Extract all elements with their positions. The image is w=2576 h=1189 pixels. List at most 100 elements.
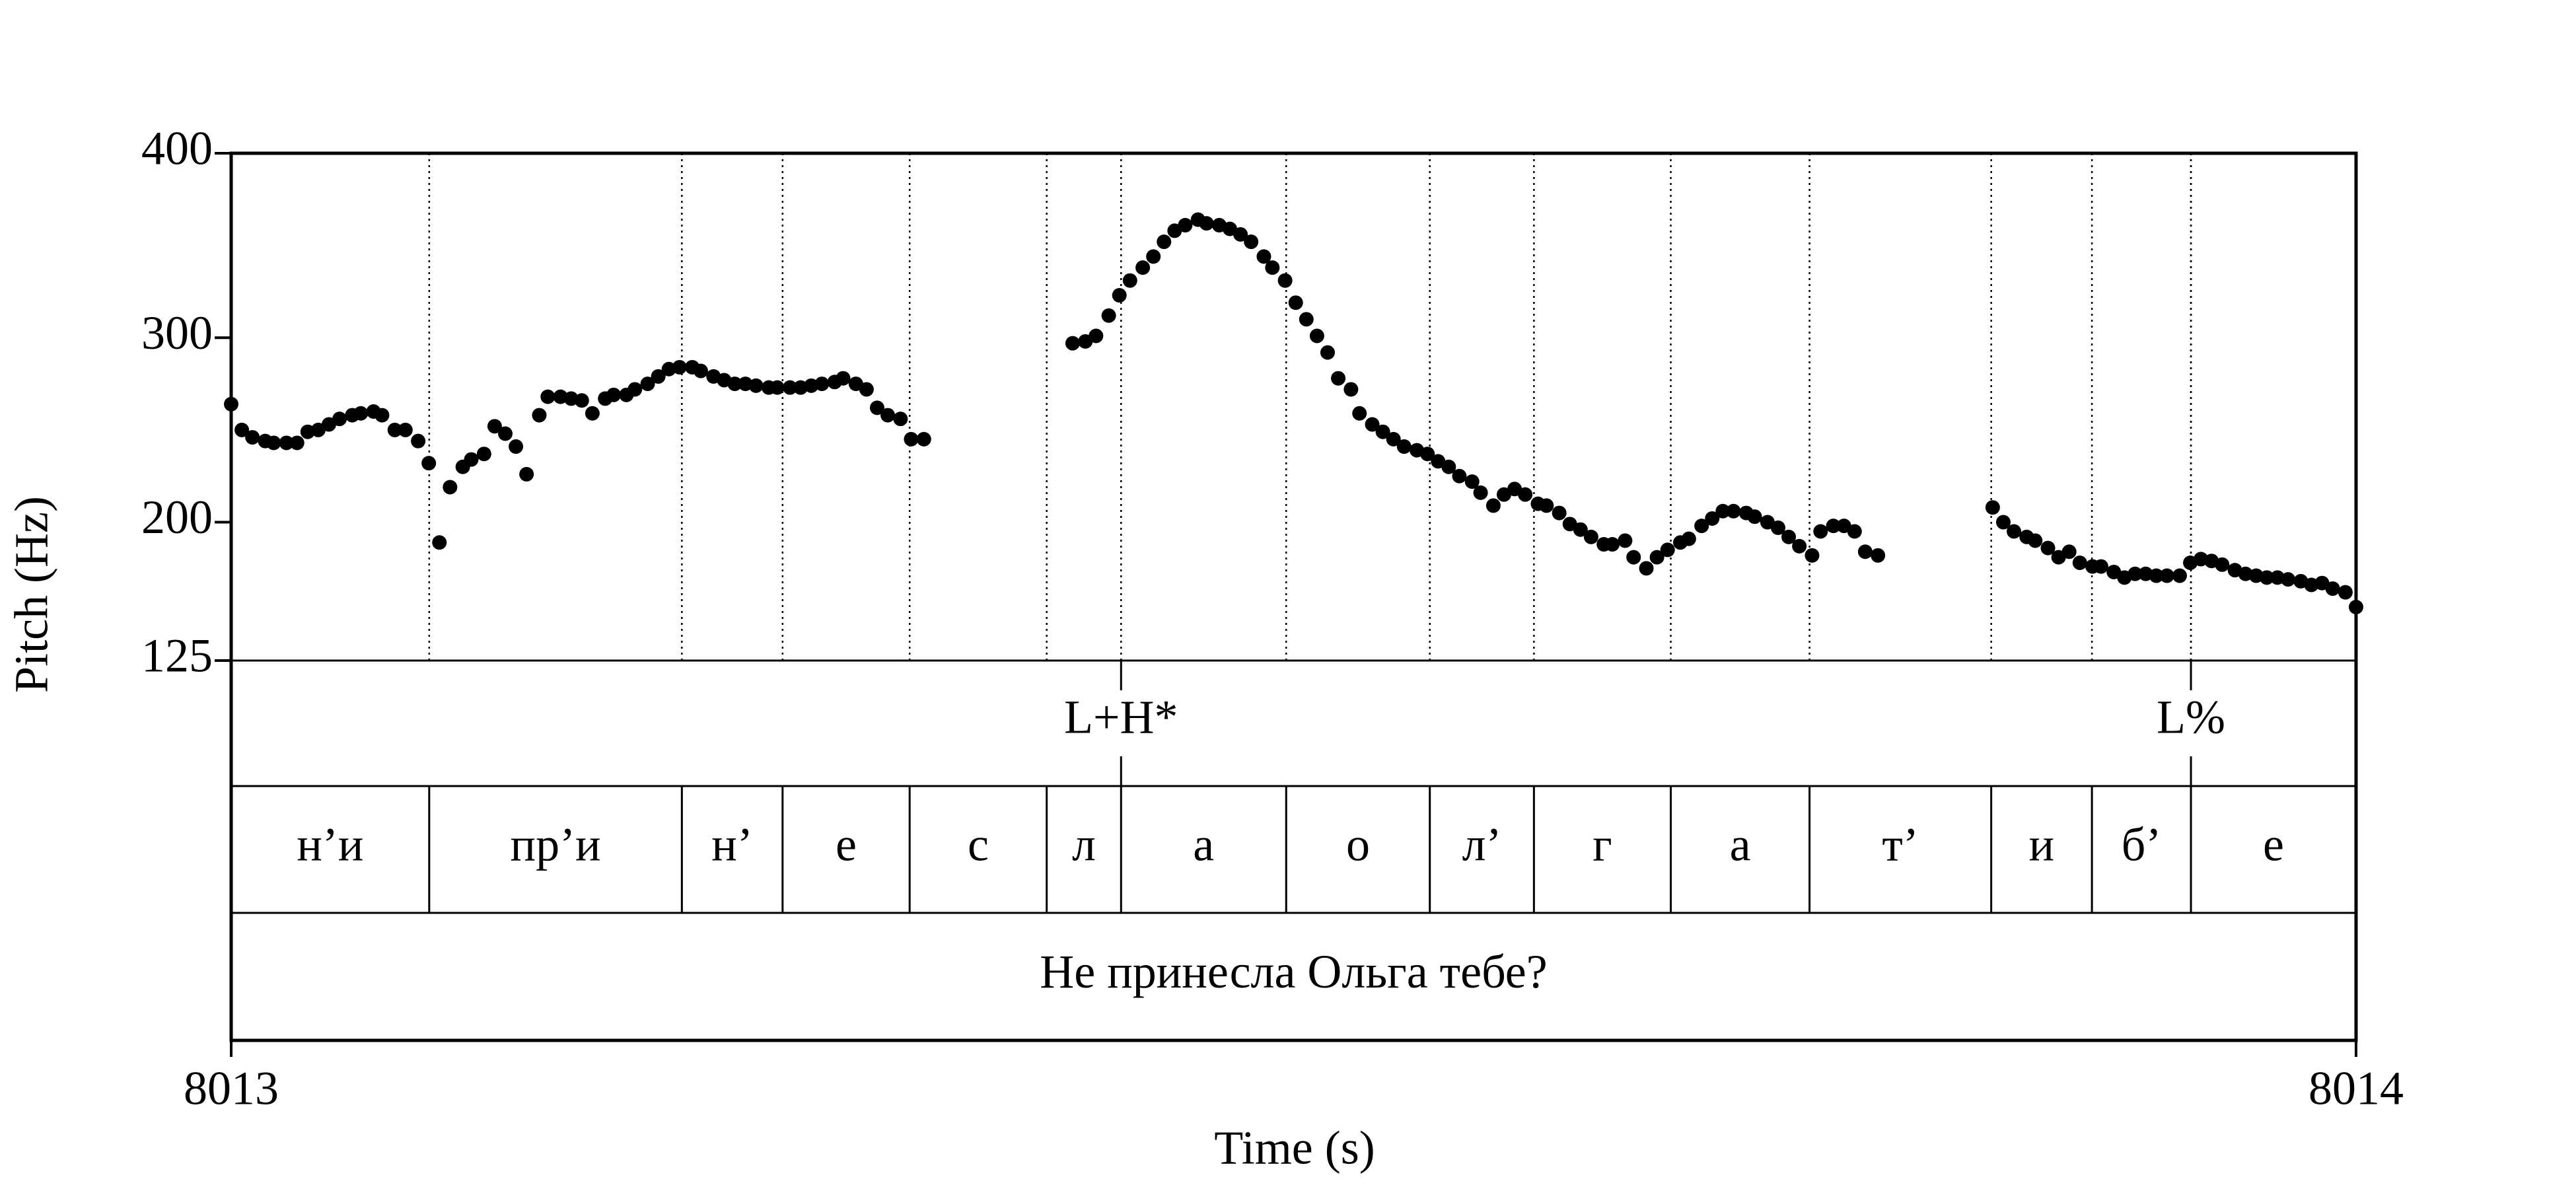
pitch-point (727, 377, 742, 392)
pitch-point (1826, 519, 1841, 534)
pitch-point (1792, 538, 1807, 554)
pitch-point (2215, 557, 2230, 572)
pitch-point (375, 408, 390, 423)
pitch-point (1726, 503, 1741, 519)
pitch-point (1573, 522, 1588, 537)
y-tick-label: 125 (141, 630, 213, 682)
pitch-point (1277, 273, 1293, 288)
pitch-point (1146, 249, 1161, 264)
pitch-point (487, 419, 502, 434)
pitch-point (1639, 561, 1654, 576)
pitch-point (1122, 273, 1137, 288)
pitch-point (2061, 544, 2077, 559)
y-tick-label: 300 (141, 306, 213, 359)
pitch-point (1681, 531, 1696, 546)
segment-label: о (1346, 818, 1370, 871)
pitch-point (509, 439, 524, 454)
x-tick-label: 8014 (2308, 1062, 2404, 1115)
segment-label: г (1592, 818, 1612, 871)
segment-label: и (2029, 818, 2055, 871)
pitch-point (387, 422, 402, 437)
pitch-point (2325, 581, 2340, 596)
x-axis-label: Time (s) (1214, 1122, 1375, 1174)
pitch-point (1299, 312, 1314, 327)
segment-label: н’и (297, 818, 363, 871)
pitch-point (1649, 550, 1664, 565)
pitch-point (1518, 487, 1533, 502)
pitch-point (574, 393, 589, 408)
segment-label: б’ (2122, 818, 2162, 871)
pitch-point (1352, 406, 1367, 421)
y-axis-label: Pitch (Hz) (5, 496, 58, 693)
pitch-point (606, 387, 622, 402)
pitch-point (893, 412, 908, 427)
pitch-point (1288, 295, 1303, 310)
y-tick-label: 200 (141, 491, 213, 544)
pitch-point (1101, 308, 1116, 323)
segment-label: н’ (711, 818, 753, 871)
pitch-point (2028, 533, 2043, 548)
pitch-point (2007, 524, 2022, 539)
pitch-point (880, 408, 896, 423)
pitch-point (627, 382, 643, 397)
pitch-point (2072, 555, 2087, 570)
pitch-point (1112, 288, 1127, 303)
segment-label: а (1730, 818, 1751, 871)
pitch-point (2159, 568, 2174, 583)
pitch-point (497, 426, 513, 441)
pitch-point (1747, 509, 1762, 524)
pitch-point (2281, 572, 2296, 587)
pitch-point (1694, 519, 1709, 534)
segment-label: е (2263, 818, 2284, 871)
pitch-point (234, 422, 250, 437)
pitch-point (1770, 520, 1785, 535)
segment-label: пр’и (511, 818, 601, 871)
pitch-point (836, 371, 851, 386)
pitch-point (1233, 227, 1248, 242)
segment-label: л’ (1462, 818, 1502, 871)
pitch-point (1995, 515, 2011, 530)
pitch-point (245, 430, 260, 445)
pitch-point (1660, 542, 1675, 558)
pitch-point (411, 433, 426, 449)
segment-label: л (1072, 818, 1096, 871)
pitch-point (585, 406, 600, 421)
text-tier-label: Не принесла Ольга тебе? (1040, 945, 1547, 998)
pitch-point (1309, 328, 1324, 343)
pitch-point (904, 431, 919, 447)
pitch-point (2338, 585, 2353, 600)
pitch-point (916, 431, 931, 447)
pitch-point (1386, 431, 1401, 447)
pitch-point (1199, 216, 1214, 231)
pitch-point (693, 363, 708, 378)
pitch-point (1135, 260, 1151, 275)
pitch-point (1618, 533, 1633, 548)
pitch-point (1256, 249, 1271, 264)
pitch-point (421, 456, 437, 471)
pitch-point (432, 535, 447, 550)
pitch-point (1464, 474, 1480, 489)
pitch-point (1985, 500, 2000, 515)
pitch-point (266, 435, 281, 450)
segment-label: с (968, 818, 989, 871)
pitch-point (1452, 468, 1467, 484)
pitch-point (1441, 459, 1456, 474)
pitch-point (1396, 439, 1412, 454)
pitch-point (1847, 524, 1862, 539)
y-tick-label: 400 (141, 122, 213, 175)
pitch-point (2149, 568, 2164, 583)
pitch-point (783, 380, 798, 395)
segment-label: т’ (1882, 818, 1918, 871)
pitch-point (1365, 417, 1380, 432)
pitch-point (289, 435, 304, 450)
pitch-point (1473, 485, 1488, 500)
pitch-point (1343, 382, 1359, 397)
pitch-point (279, 435, 294, 450)
pitch-point (672, 359, 687, 375)
pitch-point (651, 369, 666, 384)
pitch-point (1157, 234, 1172, 250)
plot-frame (229, 151, 2358, 1042)
pitch-point (1705, 511, 1720, 526)
pitch-point (1420, 447, 1435, 462)
